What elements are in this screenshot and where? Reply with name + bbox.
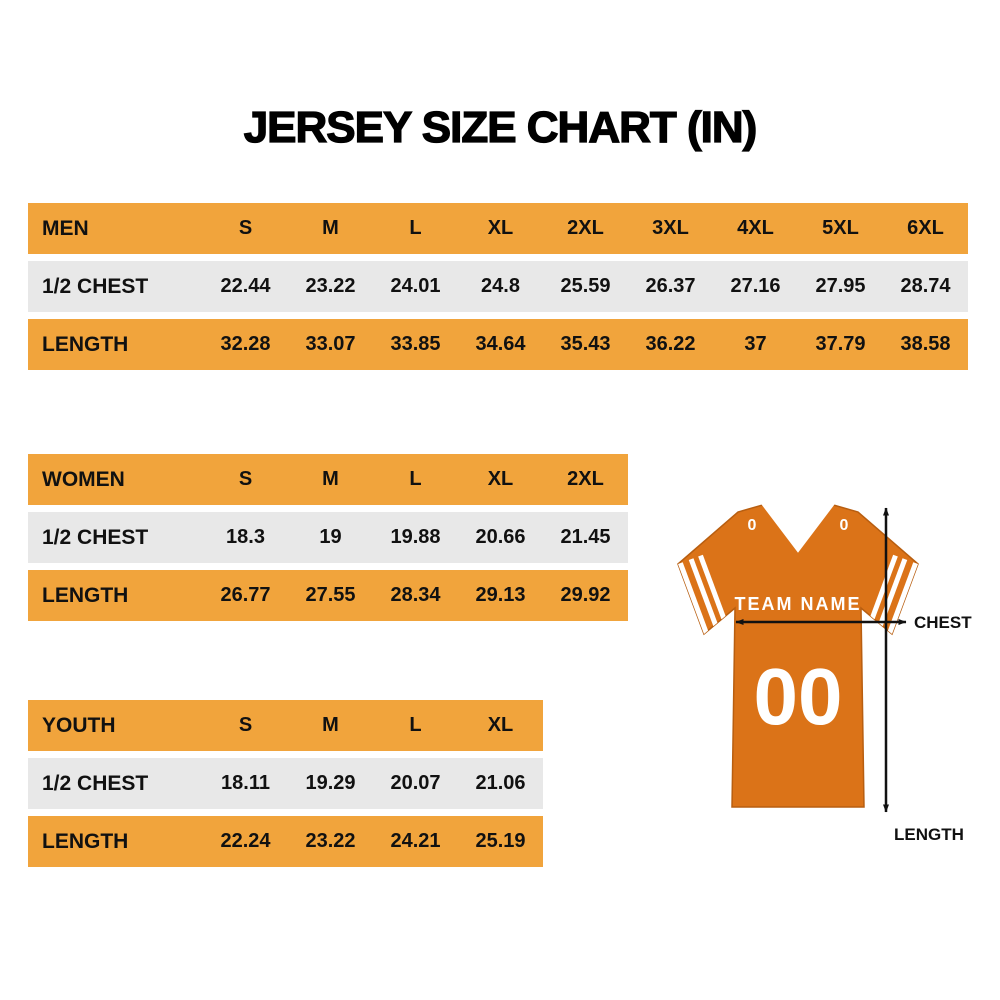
youth-half-chest-row: 1/2 CHEST 18.11 19.29 20.07 21.06 (28, 758, 543, 809)
shoulder-number-left: 0 (748, 517, 757, 534)
size-value: 32.28 (220, 333, 271, 355)
size-value: 37 (744, 333, 767, 355)
size-column-header: L (409, 217, 422, 239)
row-label: LENGTH (42, 332, 129, 356)
men-half-chest-row: 1/2 CHEST 22.44 23.22 24.01 24.8 25.59 2… (28, 261, 968, 312)
row-label: 1/2 CHEST (42, 771, 149, 795)
size-value: 24.8 (481, 275, 520, 297)
size-value: 29.13 (475, 584, 526, 606)
men-header-row: MEN S M L XL 2XL 3XL 4XL 5XL 6XL (28, 203, 968, 254)
size-value: 34.64 (475, 333, 526, 355)
men-size-table: MEN S M L XL 2XL 3XL 4XL 5XL 6XL 1/2 CHE… (28, 203, 968, 377)
size-value: 38.58 (900, 333, 951, 355)
chest-label: CHEST (914, 613, 972, 632)
table-title: WOMEN (42, 467, 125, 491)
size-column-header: M (322, 217, 339, 239)
jersey-measurement-figure: 0 0 TEAM NAME 00 CHEST LENGTH (648, 462, 988, 857)
size-value: 28.34 (390, 584, 441, 606)
size-column-header: 6XL (907, 217, 944, 239)
size-column-header: M (322, 468, 339, 490)
size-column-header: 2XL (567, 217, 604, 239)
youth-header-row: YOUTH S M L XL (28, 700, 543, 751)
size-value: 24.01 (390, 275, 441, 297)
size-value: 19.29 (305, 772, 356, 794)
size-column-header: 4XL (737, 217, 774, 239)
row-label: 1/2 CHEST (42, 274, 149, 298)
size-value: 18.11 (221, 772, 270, 794)
size-value: 25.59 (560, 275, 611, 297)
table-title: MEN (42, 216, 89, 240)
women-header-row: WOMEN S M L XL 2XL (28, 454, 628, 505)
size-value: 35.43 (560, 333, 611, 355)
size-value: 27.95 (815, 275, 866, 297)
size-column-header: 2XL (567, 468, 604, 490)
size-value: 24.21 (390, 830, 441, 852)
length-label: LENGTH (894, 825, 964, 844)
size-value: 28.74 (900, 275, 951, 297)
size-value: 26.37 (645, 275, 696, 297)
jersey-number: 00 (754, 652, 843, 741)
size-value: 26.77 (220, 584, 271, 606)
size-column-header: L (409, 468, 422, 490)
size-value: 19 (319, 526, 342, 548)
size-column-header: 3XL (652, 217, 689, 239)
size-value: 20.07 (390, 772, 441, 794)
row-label: LENGTH (42, 583, 129, 607)
size-value: 27.16 (730, 275, 781, 297)
size-column-header: S (238, 468, 253, 490)
women-half-chest-row: 1/2 CHEST 18.3 19 19.88 20.66 21.45 (28, 512, 628, 563)
size-value: 37.79 (815, 333, 866, 355)
page-title: JERSEY SIZE CHART (IN) (243, 102, 758, 152)
jersey-body (677, 503, 919, 808)
vneck-collar (761, 499, 835, 553)
size-value: 21.06 (475, 772, 526, 794)
size-column-header: XL (487, 217, 514, 239)
size-value: 33.85 (390, 333, 441, 355)
jersey-illustration: 0 0 TEAM NAME 00 CHEST LENGTH (677, 499, 972, 844)
size-value: 36.22 (645, 333, 696, 355)
size-column-header: L (409, 714, 422, 736)
size-column-header: 5XL (822, 217, 859, 239)
size-value: 20.66 (475, 526, 526, 548)
table-title: YOUTH (42, 713, 116, 737)
size-value: 21.45 (560, 526, 611, 548)
size-column-header: S (238, 217, 253, 239)
size-value: 25.19 (475, 830, 526, 852)
size-value: 27.55 (305, 584, 356, 606)
size-column-header: M (322, 714, 339, 736)
men-length-row: LENGTH 32.28 33.07 33.85 34.64 35.43 36.… (28, 319, 968, 370)
women-size-table: WOMEN S M L XL 2XL 1/2 CHEST 18.3 19 19.… (28, 454, 628, 628)
size-value: 18.3 (226, 526, 265, 548)
size-column-header: XL (487, 468, 514, 490)
youth-length-row: LENGTH 22.24 23.22 24.21 25.19 (28, 816, 543, 867)
size-value: 33.07 (305, 333, 356, 355)
youth-size-table: YOUTH S M L XL 1/2 CHEST 18.11 19.29 20.… (28, 700, 543, 874)
team-name-text: TEAM NAME (735, 594, 862, 614)
size-value: 23.22 (305, 275, 356, 297)
size-value: 22.44 (220, 275, 271, 297)
size-column-header: XL (487, 714, 514, 736)
size-value: 22.24 (220, 830, 271, 852)
size-column-header: S (238, 714, 253, 736)
size-value: 19.88 (390, 526, 441, 548)
size-value: 29.92 (560, 584, 611, 606)
shoulder-number-right: 0 (840, 517, 849, 534)
row-label: LENGTH (42, 829, 129, 853)
row-label: 1/2 CHEST (42, 525, 149, 549)
women-length-row: LENGTH 26.77 27.55 28.34 29.13 29.92 (28, 570, 628, 621)
size-value: 23.22 (305, 830, 356, 852)
